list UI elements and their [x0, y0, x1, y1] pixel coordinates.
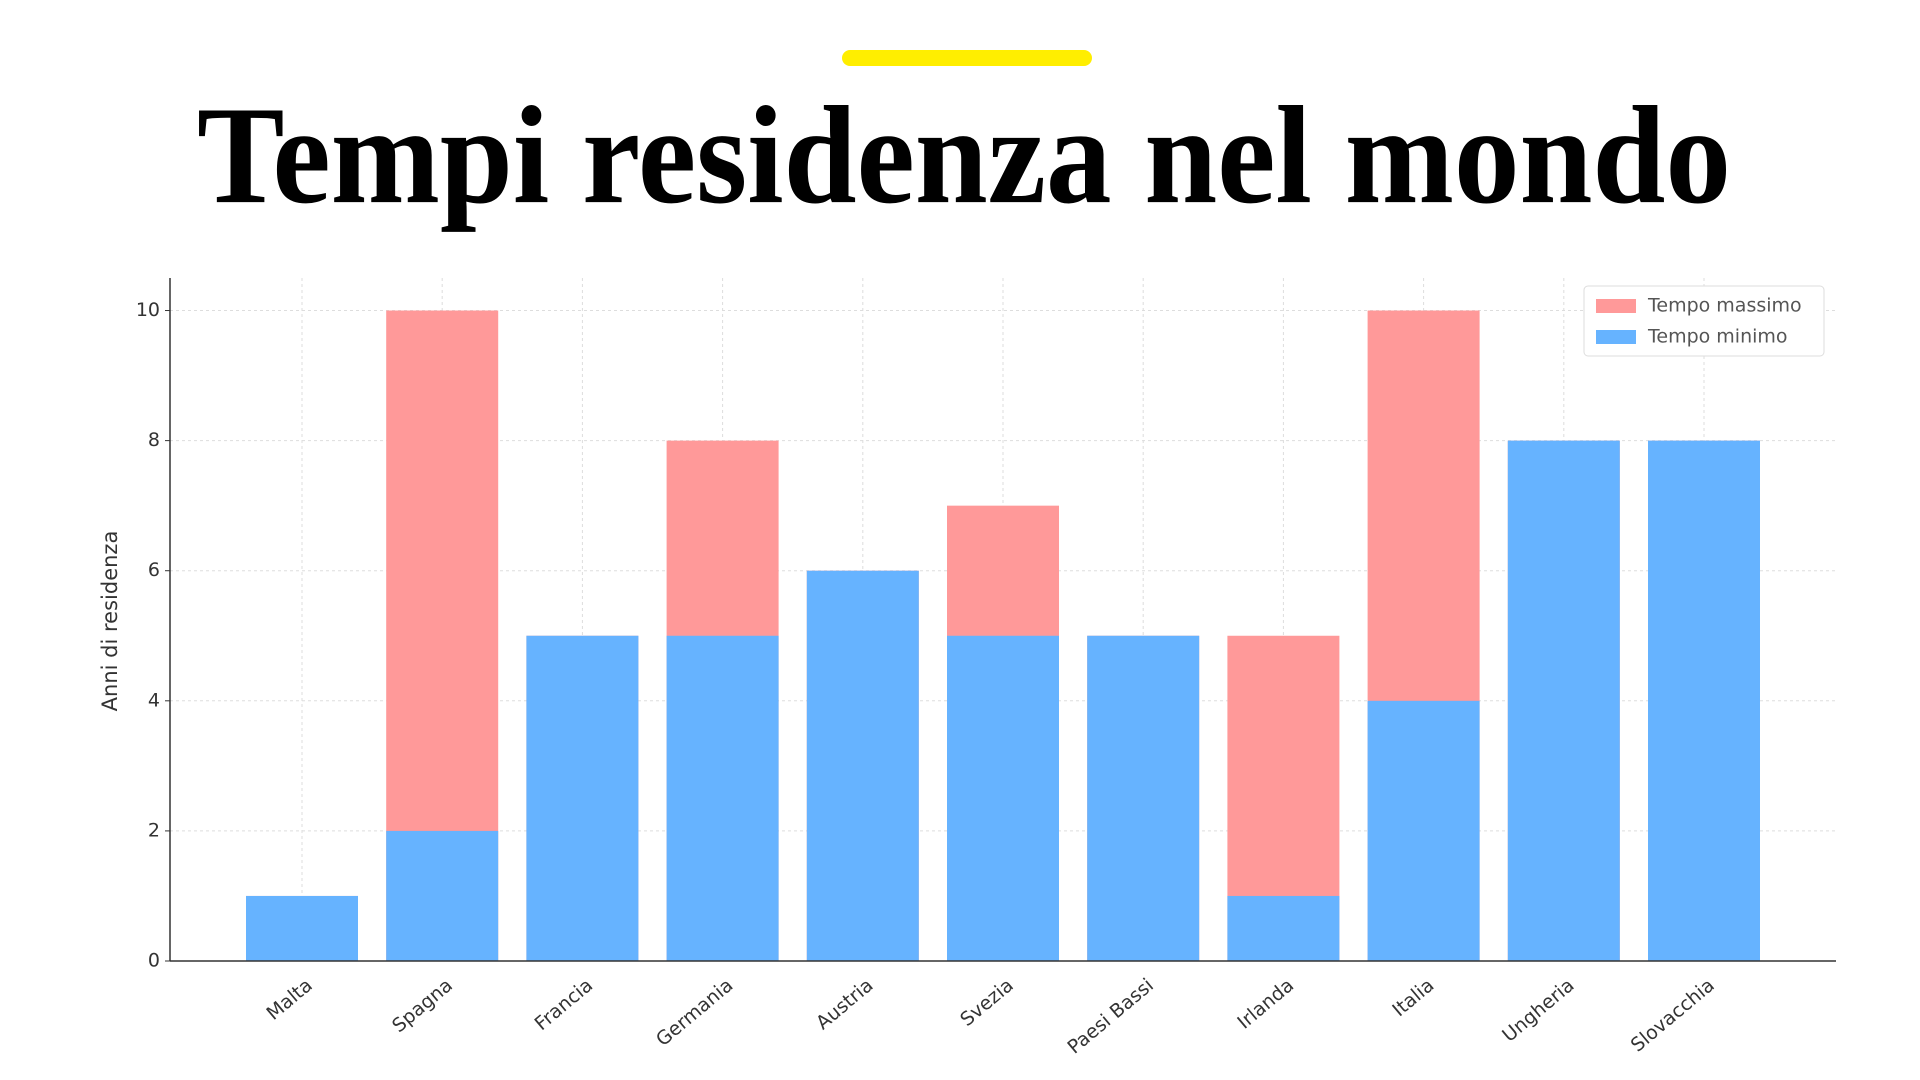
- bar: [1367, 700, 1480, 961]
- y-tick-label: 0: [148, 950, 160, 972]
- bar: [806, 570, 919, 961]
- bar: [1507, 440, 1620, 962]
- y-tick-label: 2: [148, 819, 160, 841]
- bar: [1087, 635, 1200, 961]
- y-tick-label: 4: [148, 689, 160, 711]
- x-tick-label: Francia: [531, 974, 598, 1035]
- x-tick-label: Ungheria: [1498, 974, 1578, 1046]
- bar: [526, 635, 639, 961]
- chart-title: Tempi residenza nel mondo: [197, 78, 1731, 233]
- accent-bar: [842, 50, 1092, 66]
- x-tick-label: Paesi Bassi: [1063, 974, 1158, 1058]
- legend-label: Tempo massimo: [1647, 295, 1802, 317]
- bar: [947, 635, 1059, 961]
- x-tick-label: Austria: [812, 974, 878, 1034]
- x-tick-label: Italia: [1388, 974, 1438, 1021]
- y-axis-label: Anni di residenza: [98, 531, 122, 712]
- y-tick-label: 8: [148, 429, 160, 451]
- y-tick-label: 6: [148, 559, 160, 581]
- legend-box: [1583, 285, 1825, 357]
- bar: [666, 635, 779, 961]
- legend-swatch: [1596, 299, 1636, 313]
- legend-swatch: [1596, 330, 1636, 344]
- x-tick-label: Svezia: [956, 974, 1018, 1031]
- legend-label: Tempo minimo: [1647, 326, 1788, 348]
- bar: [1227, 895, 1340, 961]
- x-tick-label: Germania: [652, 974, 737, 1051]
- bar: [386, 830, 499, 961]
- x-tick-label: Irlanda: [1233, 974, 1298, 1033]
- x-tick-label: Malta: [262, 974, 316, 1025]
- bar: [246, 895, 358, 961]
- x-tick-label: Spagna: [388, 974, 457, 1037]
- y-tick-label: 10: [136, 299, 160, 321]
- x-tick-label: Slovacchia: [1627, 974, 1719, 1056]
- bar: [1648, 440, 1760, 962]
